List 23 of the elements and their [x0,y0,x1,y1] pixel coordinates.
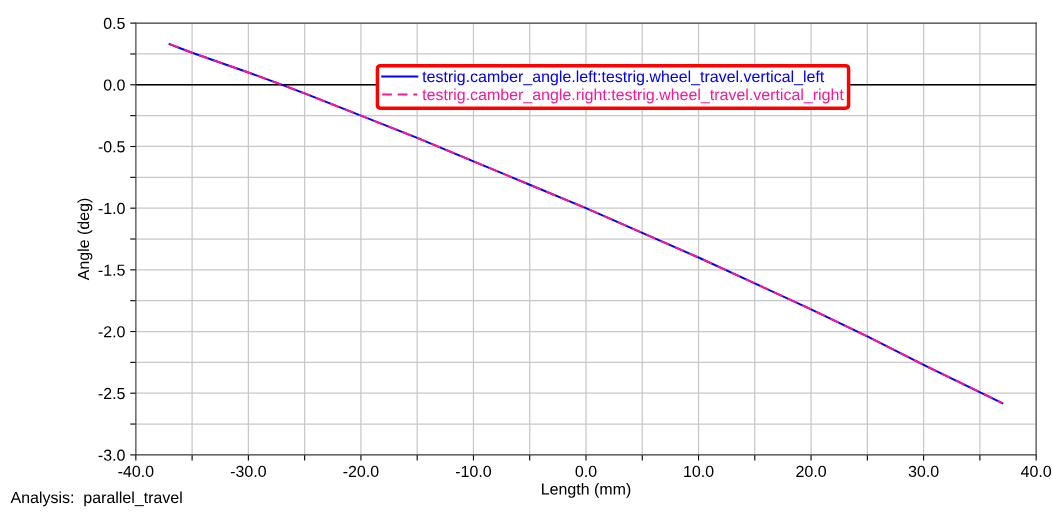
x-tick-label: 10.0 [684,465,714,478]
text: Analysis: parallel_travel [10,491,182,507]
x-tick-label: 20.0 [796,465,826,478]
y-tick-label: -3.0 [98,449,125,461]
x-tick-label: 30.0 [908,465,939,478]
y-tick-label: -1.5 [98,264,125,276]
x-tick-label: -40.0 [118,465,154,478]
y-tick-label: -1.0 [98,202,125,215]
line-series [168,43,1004,405]
y-tick-label: -2.0 [98,326,125,338]
y-axis-title: Angle (deg) [77,198,93,281]
legend-label: testrig.camber_angle.right:testrig.wheel_travel.vertical_right [422,88,844,104]
x-tick-label: 40.0 [1020,465,1052,478]
x-tick-label: -30.0 [230,465,266,478]
y-tick-label: -2.5 [98,387,125,400]
x-tick-label: -20.0 [343,465,379,478]
y-tick-label: 0.5 [103,17,125,30]
x-tick-label: -10.0 [455,465,492,478]
x-tick-label: 0.0 [575,465,597,478]
legend-label: testrig.camber_angle.left:testrig.wheel_travel.vertical_left [422,70,825,86]
y-tick-label: -0.5 [98,141,125,153]
x-axis-title: Length (mm) [542,482,631,498]
y-tick-label: 0.0 [103,79,125,91]
